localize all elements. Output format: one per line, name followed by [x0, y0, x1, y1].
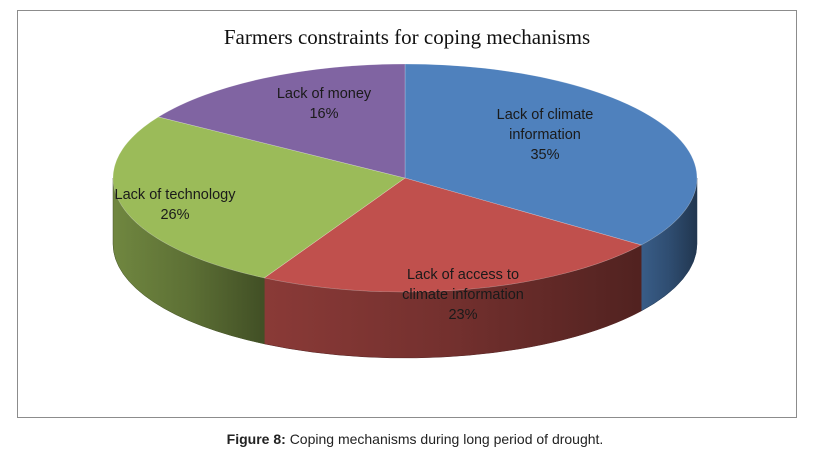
- slice-name-label: Lack of money: [277, 86, 372, 102]
- slice-name-label: climate information: [402, 287, 524, 303]
- slice-percent-label: 23%: [448, 307, 477, 323]
- slice-percent-label: 16%: [309, 106, 338, 122]
- slice-percent-label: 35%: [530, 147, 559, 163]
- pie-chart: Lack of climate information 35% Lack of acc…: [112, 63, 698, 359]
- slice-name-label: Lack of technology: [115, 187, 237, 203]
- slice-name-label: information: [509, 127, 581, 143]
- pie-slice: [112, 116, 406, 279]
- slice-percent-label: 26%: [160, 207, 189, 223]
- slice-name-label: Lack of access to: [407, 267, 519, 283]
- pie-slice: [263, 177, 643, 293]
- slice-name-label: Lack of climate: [497, 107, 594, 123]
- figure-caption: Figure 8: Coping mechanisms during long …: [0, 431, 830, 447]
- figure-label: Figure 8:: [226, 431, 286, 447]
- pie-slice: [157, 63, 406, 179]
- pie-slice: [404, 63, 698, 246]
- chart-title: Farmers constraints for coping mechanism…: [223, 25, 591, 49]
- figure-caption-text: Coping mechanisms during long period of …: [289, 431, 604, 447]
- chart-frame: Farmers constraints for coping mechanism…: [17, 10, 797, 418]
